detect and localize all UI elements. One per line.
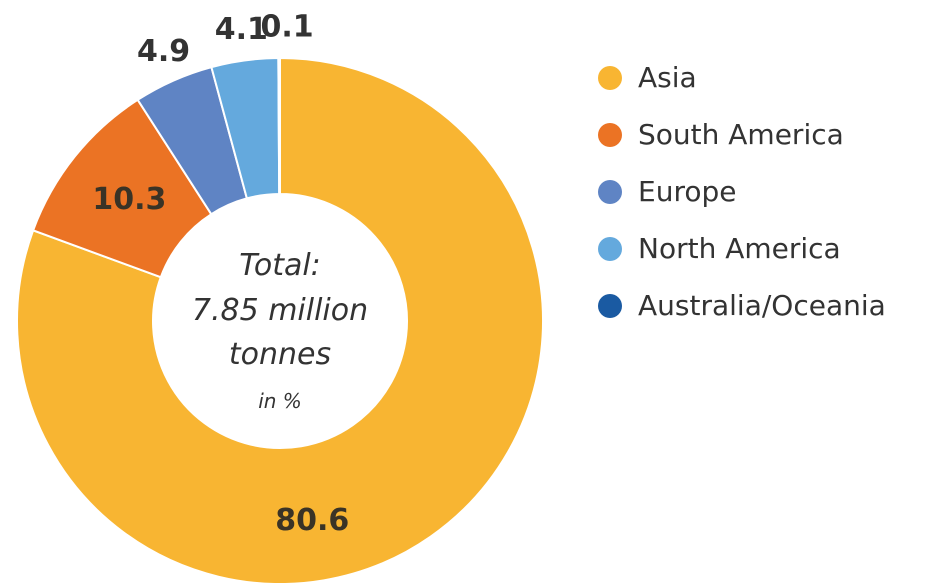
legend-swatch-australia-oceania — [598, 293, 622, 318]
slice-asia — [16, 56, 544, 583]
legend-swatch-asia — [598, 65, 622, 90]
center-label: Total: 7.85 million tonnes in % — [192, 248, 368, 413]
center-percent-note: in % — [258, 389, 302, 413]
legend-swatch-north-america — [598, 236, 622, 261]
legend-swatch-south-america — [598, 122, 622, 147]
value-label-europe: 4.9 — [137, 34, 190, 69]
legend-item-europe: Europe — [598, 163, 886, 220]
legend-item-north-america: North America — [598, 220, 886, 277]
legend: Asia South America Europe North America Aust… — [598, 49, 886, 334]
value-label-south-america: 10.3 — [92, 182, 166, 217]
legend-item-australia-oceania: Australia/Oceania — [598, 277, 886, 334]
center-total-label: Total: — [239, 248, 321, 283]
legend-item-south-america: South America — [598, 106, 886, 163]
legend-label-south-america: South America — [638, 118, 844, 151]
legend-label-australia-oceania: Australia/Oceania — [638, 289, 886, 322]
slice-australia-oceania — [277, 56, 281, 196]
value-label-asia: 80.6 — [275, 503, 349, 538]
center-total-unit: tonnes — [229, 337, 331, 372]
center-total-value: 7.85 million — [192, 293, 368, 328]
legend-label-north-america: North America — [638, 232, 841, 265]
donut-slices — [16, 56, 544, 583]
value-labels: 80.6 10.3 4.9 4.10.1 — [92, 10, 349, 538]
legend-label-asia: Asia — [638, 61, 697, 94]
value-label-north-america: 4.1 — [215, 12, 268, 47]
legend-swatch-europe — [598, 179, 622, 204]
legend-label-europe: Europe — [638, 175, 737, 208]
legend-item-asia: Asia — [598, 49, 886, 106]
value-label-australia-oceania: 0.1 — [261, 10, 314, 45]
